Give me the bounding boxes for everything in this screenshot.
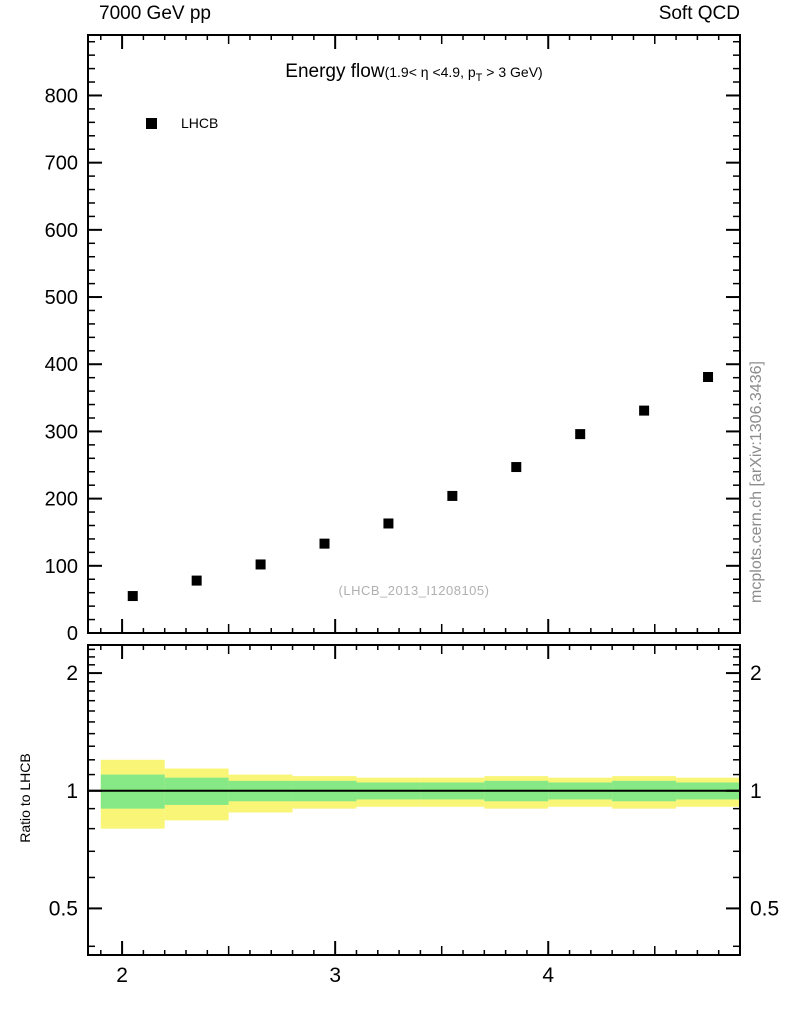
beam-energy-label: 7000 GeV pp [99, 3, 211, 24]
mcplots-arxiv-credit: mcplots.cern.ch [arXiv:1306.3436] [748, 361, 765, 603]
process-group-label: Soft QCD [658, 3, 740, 24]
plot-title-cuts: (1.9< η <4.9, pT > 3 GeV) [384, 64, 543, 84]
legend-marker-square [146, 117, 157, 129]
axis-tick-labels: 0 100 200 300 400 500 600 700 800 2 3 4 0.5 0.5 1 1 2 2 [45, 85, 780, 987]
data-point-marker [127, 591, 138, 602]
data-point-marker [575, 429, 586, 440]
svg-text:1: 1 [66, 780, 78, 803]
plot-title-cuts-post: > 3 GeV) [482, 64, 543, 80]
svg-text:300: 300 [45, 421, 78, 443]
plot-title: Energy flow(1.9< η <4.9, pT > 3 GeV) [88, 61, 740, 84]
plot-title-text: Energy flow [285, 61, 385, 82]
data-point-marker [383, 518, 394, 529]
svg-text:3: 3 [329, 964, 341, 987]
analysis-id-watermark: (LHCB_2013_I1208105) [338, 583, 490, 598]
svg-text:100: 100 [45, 556, 78, 578]
svg-text:200: 200 [45, 489, 78, 511]
svg-text:800: 800 [45, 85, 78, 107]
svg-text:0: 0 [67, 623, 78, 645]
svg-text:0.5: 0.5 [750, 897, 779, 920]
ratio-panel-frame [87, 644, 741, 956]
main-panel-frame [87, 34, 741, 634]
legend-label: LHCB [181, 115, 219, 131]
axis-ticks [88, 35, 741, 955]
svg-text:2: 2 [116, 964, 128, 987]
data-point-marker [703, 372, 714, 383]
svg-text:0.5: 0.5 [49, 897, 78, 920]
data-points [127, 372, 714, 602]
data-point-marker [319, 538, 330, 549]
svg-text:400: 400 [45, 354, 78, 376]
svg-text:2: 2 [750, 662, 762, 685]
svg-text:4: 4 [542, 964, 554, 987]
svg-text:500: 500 [45, 287, 78, 309]
ratio-uncertainty-bands [88, 759, 740, 829]
svg-text:700: 700 [45, 153, 78, 175]
data-point-marker [191, 575, 202, 586]
data-point-marker [255, 559, 266, 570]
data-point-marker [511, 462, 522, 473]
data-point-marker [639, 405, 650, 416]
data-point-marker [447, 490, 458, 501]
ratio-axis-label: Ratio to LHCB [17, 753, 33, 843]
svg-text:1: 1 [750, 780, 762, 803]
plot-title-cuts-sub: T [475, 71, 483, 84]
axes-frame [87, 34, 741, 956]
legend: LHCB [146, 115, 218, 131]
svg-text:2: 2 [66, 662, 78, 685]
plot-title-cuts-pre: (1.9< η <4.9, p [384, 64, 476, 80]
svg-text:600: 600 [45, 220, 78, 242]
